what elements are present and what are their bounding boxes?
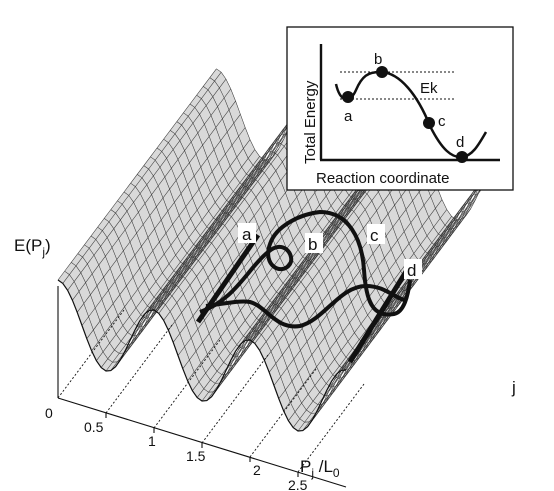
mesh-line [91, 139, 251, 351]
x-tick-2: 2 [253, 462, 261, 478]
y-axis-label: E(Pj) [14, 236, 51, 259]
mesh-line [153, 98, 313, 311]
mesh-line [139, 109, 299, 322]
inset-x-label: Reaction coordinate [316, 170, 449, 187]
mesh-line [345, 158, 505, 371]
mesh-line [100, 156, 260, 368]
label-bg-a [238, 223, 256, 243]
mesh-line [148, 99, 308, 311]
surface-label-c: c [370, 226, 379, 245]
x-tick-2.5: 2.5 [288, 477, 308, 491]
x-tick-0: 0 [45, 405, 53, 421]
inset-ek-label: Ek [420, 80, 438, 97]
mesh-line [196, 186, 356, 398]
mesh-line [134, 118, 294, 331]
depth-axis-label: j [511, 378, 516, 397]
mesh-line [86, 127, 246, 339]
mesh-line [302, 219, 462, 431]
inset-label-c: c [438, 113, 446, 130]
mesh-line [115, 155, 275, 367]
mesh-line [307, 215, 467, 427]
mesh-line [62, 72, 222, 284]
label-bg-b [305, 233, 323, 253]
mesh-line [120, 148, 280, 360]
mesh-line [192, 179, 352, 391]
inset-label-b: b [374, 51, 382, 68]
mesh-line [288, 209, 448, 421]
mesh-line [220, 169, 380, 381]
tick-marks [105, 413, 299, 477]
inset-point-d [456, 151, 468, 163]
reaction-path-2 [205, 283, 405, 329]
inset-plot: a b c d Ek Total Energy Reaction coordin… [286, 26, 514, 191]
inset-point-c [423, 117, 435, 129]
mesh-line [278, 187, 438, 399]
surface-label-a: a [242, 225, 252, 244]
inset-label-d: d [456, 134, 464, 151]
mesh-line [316, 199, 476, 411]
mesh-line [124, 139, 284, 351]
mesh-line [57, 68, 217, 281]
mesh-line [81, 114, 241, 326]
x-tick-0.5: 0.5 [84, 419, 104, 435]
inset-label-a: a [344, 108, 353, 125]
inset-frame [286, 26, 514, 191]
mesh-line [72, 88, 232, 301]
mesh-line [129, 129, 289, 341]
x-tick-1: 1 [148, 433, 156, 449]
mesh-line [96, 149, 256, 361]
label-bg-d [404, 259, 422, 279]
reaction-path-1 [199, 209, 412, 317]
label-bg-c [367, 224, 385, 244]
mesh-line [144, 102, 304, 315]
surface-outline [57, 279, 347, 432]
surface-label-d: d [407, 261, 416, 280]
inset-y-label: Total Energy [302, 80, 319, 164]
mesh-line [216, 178, 376, 390]
inset-point-b [376, 66, 388, 78]
mesh-line [268, 160, 428, 373]
surface-label-b: b [308, 235, 317, 254]
mesh-line [206, 189, 366, 401]
mesh-line [225, 159, 385, 371]
mesh-line [187, 169, 347, 381]
mesh-line [273, 174, 433, 386]
inset-point-a [342, 91, 354, 103]
mesh-line [110, 159, 270, 371]
mesh-line [283, 199, 443, 411]
x-tick-1.5: 1.5 [186, 448, 206, 464]
mesh-line [67, 78, 227, 291]
x-axis-label: Pj /L0 [300, 457, 340, 480]
mesh-line [76, 100, 236, 313]
mesh-line [182, 157, 342, 369]
mesh-line [321, 189, 481, 401]
